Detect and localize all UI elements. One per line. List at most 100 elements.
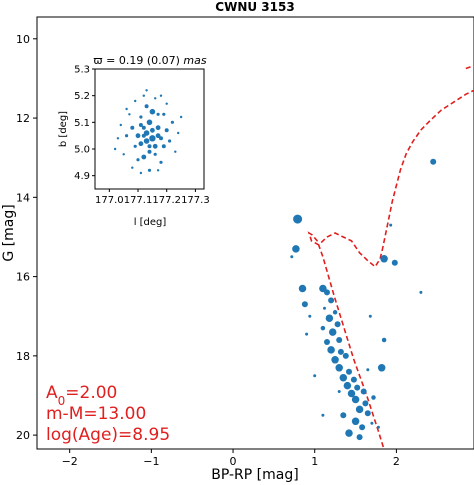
star-point: [325, 314, 334, 322]
star-point: [350, 376, 357, 383]
star-point: [298, 284, 307, 293]
inset-y-tick-label: 5.0: [74, 145, 90, 156]
sky-point: [125, 107, 128, 111]
star-point: [391, 259, 398, 266]
sky-point: [149, 135, 156, 142]
sky-point: [147, 144, 152, 149]
star-point: [355, 405, 364, 414]
parallax-value: ϖ = 0.19 (0.07): [93, 54, 183, 67]
sky-point: [155, 125, 161, 131]
star-point: [321, 413, 325, 417]
star-point: [364, 410, 371, 417]
sky-point: [174, 150, 177, 153]
x-tick-label: −1: [143, 455, 159, 468]
y-tick-label: 16: [16, 271, 30, 284]
star-point: [301, 301, 308, 308]
x-axis-label: BP-RP [mag]: [211, 467, 298, 483]
star-point: [362, 400, 369, 407]
isochrone-line: [307, 89, 474, 448]
y-axis-label: G [mag]: [1, 204, 17, 261]
star-point: [360, 388, 367, 395]
sky-point: [177, 131, 180, 135]
inset-axis-ticks: 177.0 177.1 177.2 177.3 4.9 5.0 5.1 5.2 5.3: [74, 65, 210, 207]
star-point: [370, 421, 374, 425]
sky-point: [131, 166, 134, 169]
star-point: [327, 346, 335, 354]
sky-point: [130, 125, 135, 130]
isochrone-curve: [307, 64, 474, 448]
inset-x-tick-label: 177.1: [124, 195, 153, 206]
sky-point: [159, 136, 163, 141]
sky-point: [141, 154, 147, 160]
star-point: [343, 381, 352, 390]
inset-y-tick-label: 5.1: [74, 118, 90, 129]
sky-point: [119, 123, 123, 127]
extinction-value: =2.00: [65, 383, 117, 403]
sky-point: [165, 102, 168, 105]
inset-x-tick-label: 177.2: [152, 195, 181, 206]
sky-point: [142, 94, 145, 97]
sky-point: [147, 168, 152, 172]
sky-point: [168, 139, 172, 143]
star-point: [336, 337, 343, 343]
sky-point: [154, 97, 157, 100]
sky-point: [155, 133, 161, 139]
star-point: [324, 289, 330, 296]
sky-point: [153, 152, 157, 156]
star-point: [354, 384, 361, 391]
star-point: [376, 425, 380, 429]
extinction-subscript: 0: [58, 394, 66, 408]
x-tick-label: 2: [393, 455, 400, 468]
star-point: [335, 364, 343, 372]
star-point: [356, 434, 363, 441]
sky-point: [149, 108, 156, 115]
sky-point: [161, 144, 166, 149]
y-tick-label: 14: [16, 191, 30, 204]
star-point: [334, 321, 341, 328]
sky-point: [179, 115, 183, 119]
sky-point: [141, 133, 146, 138]
x-tick-label: −2: [62, 455, 78, 468]
star-point: [328, 328, 337, 336]
star-point: [292, 245, 300, 253]
distance-modulus-annotation: m-M=13.00: [46, 404, 146, 424]
y-tick-label: 12: [16, 112, 30, 125]
inset-title: ϖ = 0.19 (0.07) mas: [93, 54, 206, 67]
y-tick-label: 18: [16, 350, 30, 363]
inset-x-label: l [deg]: [134, 217, 167, 228]
sky-point: [164, 128, 169, 133]
star-point: [320, 325, 326, 331]
sky-point: [159, 160, 163, 164]
x-tick-label: 0: [230, 455, 237, 468]
sky-point: [139, 171, 143, 175]
sky-point: [143, 138, 150, 144]
y-tick-label: 10: [16, 33, 30, 46]
inset-y-tick-label: 4.9: [74, 171, 90, 182]
inset-scatter-points: [113, 89, 183, 175]
sky-point: [122, 153, 125, 156]
inset-y-tick-label: 5.3: [74, 65, 90, 76]
star-point: [332, 310, 338, 315]
sky-point: [152, 143, 158, 149]
sky-point: [156, 112, 160, 116]
star-point: [346, 368, 352, 375]
sky-point: [139, 115, 143, 119]
star-point: [380, 255, 388, 263]
x-tick-label: 1: [311, 455, 318, 468]
y-tick-label: 20: [16, 429, 30, 442]
star-point: [342, 352, 349, 359]
sky-point: [135, 133, 141, 139]
star-point: [351, 417, 360, 426]
inset-y-label: b [deg]: [58, 111, 69, 147]
star-point: [430, 158, 437, 165]
sky-point: [125, 134, 129, 138]
sky-point: [159, 94, 163, 97]
star-point: [347, 389, 356, 398]
main-plot-frame: [36, 16, 474, 450]
star-point: [323, 306, 326, 310]
sky-point: [113, 147, 117, 151]
star-point: [305, 332, 309, 336]
age-annotation: log(Age)=8.95: [46, 425, 170, 445]
